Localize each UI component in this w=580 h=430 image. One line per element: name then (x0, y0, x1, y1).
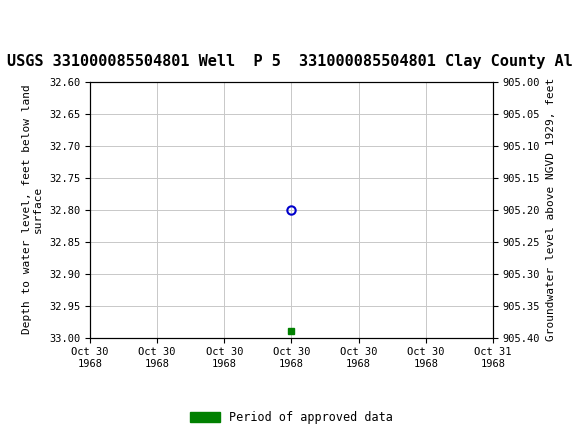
Y-axis label: Groundwater level above NGVD 1929, feet: Groundwater level above NGVD 1929, feet (546, 78, 556, 341)
Text: USGS: USGS (38, 7, 93, 25)
Legend: Period of approved data: Period of approved data (186, 406, 397, 429)
Text: USGS 331000085504801 Well  P 5  331000085504801 Clay County Al: USGS 331000085504801 Well P 5 3310000855… (7, 54, 573, 69)
Y-axis label: Depth to water level, feet below land
surface: Depth to water level, feet below land su… (22, 85, 44, 335)
